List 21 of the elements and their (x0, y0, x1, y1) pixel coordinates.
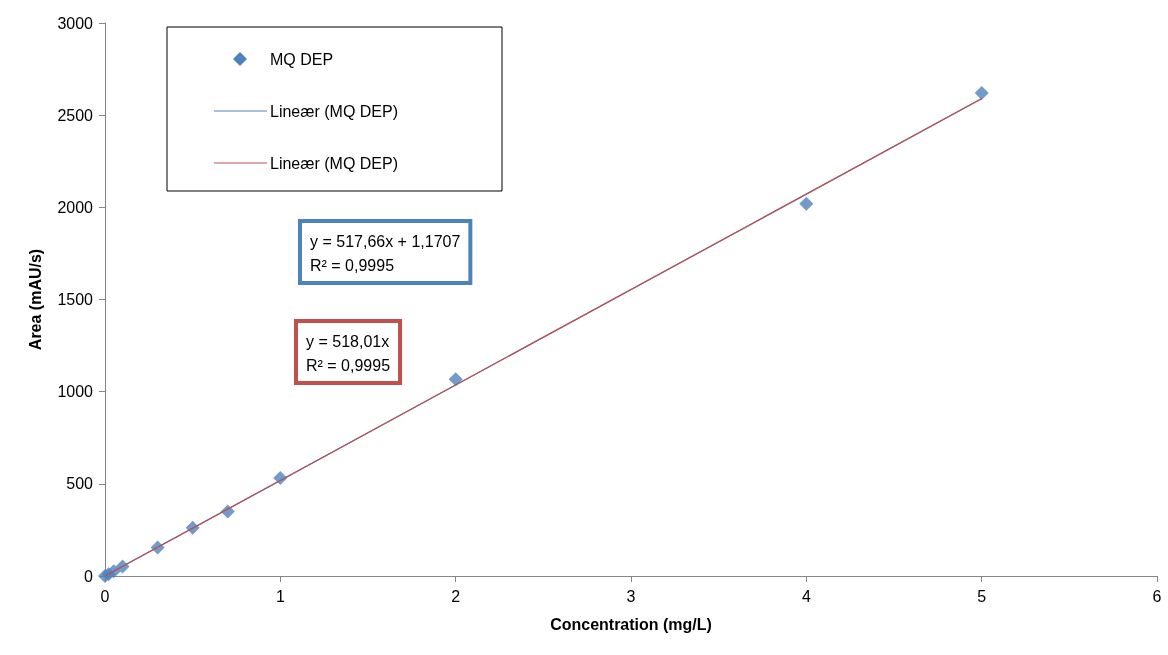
x-tick-label: 5 (977, 587, 987, 605)
x-tick-label: 0 (100, 587, 110, 605)
y-tick-label: 2000 (57, 198, 94, 216)
y-tick-label: 1500 (57, 291, 94, 308)
y-axis-title: Area (mAU/s) (26, 248, 44, 351)
x-tick-label: 6 (1152, 587, 1162, 605)
y-tick-label: 2500 (57, 106, 94, 124)
x-axis-title: Concentration (mg/L) (550, 615, 712, 633)
y-tick-label: 500 (66, 475, 94, 493)
y-tick-label: 0 (84, 567, 94, 585)
x-tick-label: 3 (626, 587, 636, 605)
x-tick-label: 1 (275, 587, 285, 605)
y-tick-label: 1000 (57, 383, 94, 401)
y-tick-label: 3000 (57, 14, 94, 32)
annotation: y = 517,66x + 1,1707 R² = 0,9995 (310, 232, 461, 274)
legend-label: Lineær (MQ DEP) (270, 102, 399, 120)
x-tick-label: 2 (451, 587, 461, 605)
legend-label: Lineær (MQ DEP) (270, 154, 399, 172)
annotation: y = 518,01x R² = 0,9995 (306, 332, 391, 374)
x-tick-label: 4 (801, 587, 811, 605)
legend-label: MQ DEP (270, 50, 334, 68)
